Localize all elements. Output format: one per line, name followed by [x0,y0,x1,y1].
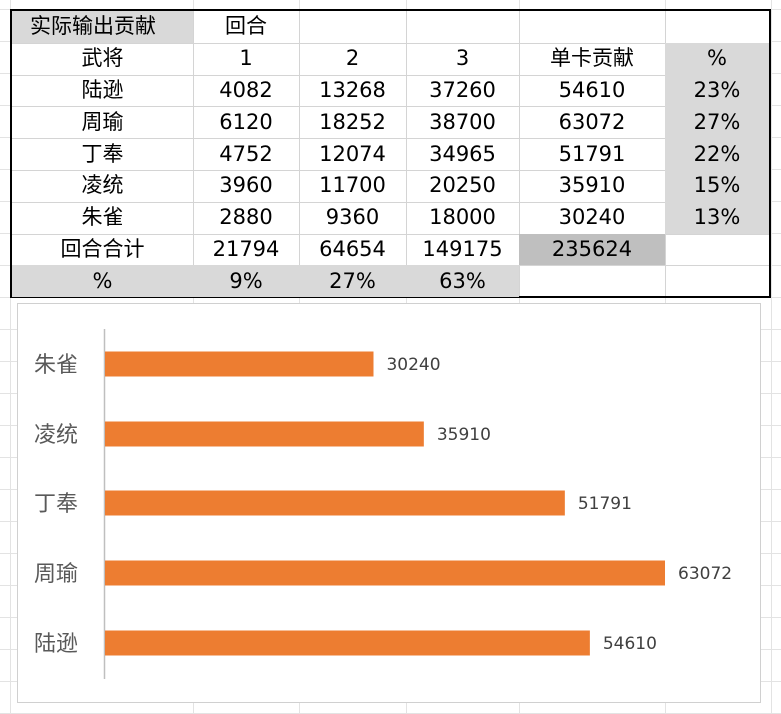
table-cell-r8-c0[interactable]: % [12,265,193,298]
table-cell-r1-c0[interactable]: 武将 [81,46,124,71]
table-cell-r3-c0[interactable]: 周瑜 [81,109,124,134]
data-label-4: 54610 [603,634,657,654]
table-cell-r3-c5[interactable]: 27% [665,106,769,139]
category-label-3: 周瑜 [34,562,78,587]
table-cell-r4-c0[interactable]: 丁奉 [81,141,124,166]
bar-0[interactable] [105,351,374,377]
table-cell-r3-c4[interactable]: 63072 [558,109,626,134]
table-cell-r5-c4[interactable]: 35910 [558,173,626,198]
table-cell-r3-c1[interactable]: 6120 [219,109,273,134]
bar-4[interactable] [105,630,590,656]
table-row-divider [12,138,769,140]
table-row-divider [12,170,769,171]
table-cell-r6-c3[interactable]: 18000 [429,205,496,230]
table-cell-r0-c0[interactable]: 实际输出贡献 [12,11,193,43]
table-cell-r7-c1[interactable]: 21794 [212,236,280,261]
table-cell-r7-c2[interactable]: 64654 [319,236,386,261]
category-label-0: 朱雀 [34,353,78,378]
table-cell-r0-c3[interactable] [406,11,519,43]
bar-1[interactable] [105,421,424,447]
table-cell-r2-c2[interactable]: 13268 [319,77,386,102]
table-cell-r5-c1[interactable]: 3960 [219,173,273,198]
table-row-divider [12,42,769,44]
table-column-divider [406,11,407,296]
table-cell-r8-c4[interactable] [519,265,665,297]
table-cell-r0-c5[interactable] [665,11,769,43]
table-column-divider [299,11,300,296]
table-cell-r1-c4[interactable]: 单卡贡献 [550,46,634,71]
table-cell-r2-c5[interactable]: 23% [665,74,769,107]
table-row-divider [12,233,769,235]
table-cell-r6-c1[interactable]: 2880 [219,205,273,230]
table-cell-r7-c0[interactable]: 回合合计 [60,236,145,261]
table-row-divider [12,201,769,203]
table-cell-r2-c0[interactable]: 陆逊 [81,77,124,102]
table-cell-r8-c3[interactable]: 63% [406,265,519,298]
data-label-0: 30240 [386,355,440,375]
table-cell-r8-c2[interactable]: 27% [299,265,406,298]
table-cell-r4-c5[interactable]: 22% [665,138,769,170]
table-cell-r3-c2[interactable]: 18252 [319,109,386,134]
table-cell-r6-c2[interactable]: 9360 [325,205,380,230]
table-cell-r3-c3[interactable]: 38700 [429,109,496,134]
table-cell-r8-c5[interactable] [665,265,769,297]
table-cell-r1-c5[interactable]: % [665,42,769,75]
table-cell-r0-c2[interactable] [299,11,406,43]
table-cell-r5-c5[interactable]: 15% [665,170,769,202]
table-column-divider [519,11,520,296]
table-cell-r2-c3[interactable]: 37260 [429,77,496,102]
table-cell-r7-c3[interactable]: 149175 [422,236,503,261]
bar-3[interactable] [105,560,666,586]
table-cell-r2-c4[interactable]: 54610 [558,77,626,102]
category-label-4: 陆逊 [34,632,78,657]
bar-chart-svg: 朱雀 30240 凌统 35910 丁奉 51791 周瑜 63072 陆逊 54610 [34,329,732,679]
table-cell-r4-c1[interactable]: 4752 [219,141,273,166]
table-cell-r6-c5[interactable]: 13% [665,201,769,234]
bar-2[interactable] [105,490,565,516]
table-cell-r8-c1[interactable]: 9% [193,265,299,298]
table-cell-r5-c0[interactable]: 凌统 [81,173,124,198]
category-label-2: 丁奉 [34,492,78,517]
data-label-1: 35910 [437,425,491,445]
data-label-3: 63072 [678,564,732,584]
table-cell-r4-c4[interactable]: 51791 [558,141,626,166]
table-cell-r4-c2[interactable]: 12074 [319,141,386,166]
table-cell-r5-c3[interactable]: 20250 [429,173,496,198]
table-cell-r7-c4[interactable]: 235624 [519,233,665,266]
table-cell-r5-c2[interactable]: 11700 [319,173,386,198]
table-cell-r1-c2[interactable]: 2 [345,46,360,71]
table-cell-r6-c0[interactable]: 朱雀 [81,205,124,230]
table-column-divider [193,11,194,296]
contribution-table: 实际输出贡献 回合武将 1 2 3 单卡贡献% 陆逊 4082 13268 37260 54610 2… [10,9,771,298]
table-cell-r0-c4[interactable] [519,11,665,43]
category-label-1: 凌统 [34,423,78,448]
table-cell-r7-c5[interactable] [665,234,769,266]
table-cell-r0-c1[interactable]: 回合 [225,14,267,39]
data-label-2: 51791 [578,494,632,514]
table-cell-r6-c4[interactable]: 30240 [558,205,626,230]
table-cell-r2-c1[interactable]: 4082 [219,77,273,102]
table-cell-r4-c3[interactable]: 34965 [429,141,496,166]
table-cell-r1-c3[interactable]: 3 [455,46,470,71]
bar-chart[interactable]: 朱雀 30240 凌统 35910 丁奉 51791 周瑜 63072 陆逊 54610 [17,303,761,703]
table-cell-r1-c1[interactable]: 1 [239,46,253,71]
table-row-divider [12,74,769,76]
table-row-divider [12,106,769,108]
